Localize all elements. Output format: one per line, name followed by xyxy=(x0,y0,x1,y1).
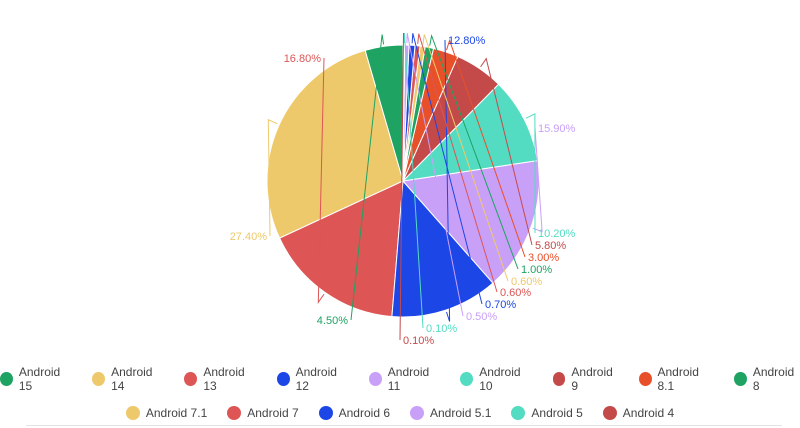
leader-line-android-10 xyxy=(525,112,536,234)
legend-item-android-14[interactable]: Android 14 xyxy=(92,365,164,393)
data-label-android-4: 0.10% xyxy=(403,335,434,347)
data-label-android-6: 0.70% xyxy=(485,299,516,311)
leader-line-android-7 xyxy=(417,33,498,293)
legend-item-android-5-1[interactable]: Android 5.1 xyxy=(410,406,491,420)
slice-android-11[interactable] xyxy=(402,160,540,284)
legend-swatch xyxy=(276,372,290,386)
leader-line-android-8 xyxy=(429,33,519,270)
data-label-android-15: 4.50% xyxy=(317,315,348,327)
legend: Android 15 Android 14 Android 13 Android 12… xyxy=(0,365,800,420)
data-label-android-9: 5.80% xyxy=(535,240,566,252)
slice-android-13[interactable] xyxy=(278,180,404,318)
legend-label: Android 8.1 xyxy=(657,365,699,393)
leader-line-android-7-1 xyxy=(422,34,509,282)
legend-swatch xyxy=(410,406,424,420)
leader-line-android-12 xyxy=(444,39,451,322)
legend-swatch xyxy=(511,406,526,420)
legend-item-android-4[interactable]: Android 4 xyxy=(602,406,675,420)
divider xyxy=(26,425,782,426)
legend-row-2: Android 7.1 Android 7 Android 6 Android 5.1… xyxy=(125,406,675,420)
legend-label: Android 11 xyxy=(387,365,430,393)
legend-swatch xyxy=(227,406,242,420)
label-leader-lines xyxy=(267,32,543,341)
slice-android-14[interactable] xyxy=(266,49,404,239)
leader-line-android-14 xyxy=(267,118,278,237)
legend-swatch xyxy=(602,406,617,420)
data-labels: 4.50% 27.40% 16.80% 12.80% 15.90% 10.20%5.80%… xyxy=(230,35,576,347)
pie-chart: 4.50% 27.40% 16.80% 12.80% 15.90% 10.20%5.80%… xyxy=(230,32,576,347)
leader-line-android-8-1 xyxy=(446,38,526,258)
data-label-android-12: 12.80% xyxy=(448,35,486,47)
data-label-android-14: 27.40% xyxy=(230,231,268,243)
legend-label: Android 5 xyxy=(531,406,583,420)
legend-swatch xyxy=(733,372,747,386)
legend-label: Android 12 xyxy=(295,365,337,393)
legend-label: Android 14 xyxy=(111,365,153,393)
legend-row-1: Android 15 Android 14 Android 13 Android 12… xyxy=(0,365,800,393)
data-label-android-5: 0.10% xyxy=(426,323,457,335)
legend-swatch xyxy=(638,372,652,386)
legend-swatch xyxy=(368,372,382,386)
legend-item-android-12[interactable]: Android 12 xyxy=(276,365,349,393)
legend-item-android-6[interactable]: Android 6 xyxy=(318,406,390,420)
data-label-android-8: 1.00% xyxy=(521,264,552,276)
legend-label: Android 13 xyxy=(203,365,245,393)
leader-line-android-6 xyxy=(411,33,483,305)
data-label-android-8-1: 3.00% xyxy=(528,252,559,264)
legend-label: Android 7.1 xyxy=(145,406,208,420)
legend-swatch xyxy=(125,406,140,420)
leader-line-android-13 xyxy=(317,57,325,305)
leader-line-android-5 xyxy=(403,32,424,329)
data-label-android-10: 10.20% xyxy=(538,228,576,240)
leader-line-android-5-1 xyxy=(406,33,464,317)
data-label-android-13: 16.80% xyxy=(284,53,322,65)
slice-android-12[interactable] xyxy=(391,179,494,318)
leader-line-android-15 xyxy=(350,34,385,321)
legend-item-android-10[interactable]: Android 10 xyxy=(460,365,532,393)
pie-slices xyxy=(266,44,540,318)
legend-item-android-11[interactable]: Android 11 xyxy=(368,365,440,393)
leader-line-android-4 xyxy=(399,32,404,341)
data-label-android-11: 15.90% xyxy=(538,123,576,135)
legend-label: Android 5.1 xyxy=(430,406,492,420)
legend-item-android-7-1[interactable]: Android 7.1 xyxy=(125,406,208,420)
legend-label: Android 9 xyxy=(571,365,613,393)
leader-line-android-11 xyxy=(532,127,543,233)
legend-swatch xyxy=(460,372,474,386)
legend-swatch xyxy=(92,372,106,386)
leader-line-android-9 xyxy=(480,57,533,246)
legend-swatch xyxy=(184,372,198,386)
legend-label: Android 8 xyxy=(752,365,795,393)
legend-item-android-9[interactable]: Android 9 xyxy=(552,365,619,393)
legend-label: Android 15 xyxy=(18,365,61,393)
legend-item-android-7[interactable]: Android 7 xyxy=(227,406,299,420)
legend-swatch xyxy=(552,372,566,386)
legend-item-android-5[interactable]: Android 5 xyxy=(511,406,583,420)
legend-swatch xyxy=(0,372,13,386)
legend-item-android-15[interactable]: Android 15 xyxy=(0,365,72,393)
legend-label: Android 4 xyxy=(622,406,675,420)
legend-item-android-13[interactable]: Android 13 xyxy=(184,365,256,393)
data-label-android-7: 0.60% xyxy=(500,287,531,299)
legend-item-android-8-1[interactable]: Android 8.1 xyxy=(638,365,714,393)
legend-item-android-8[interactable]: Android 8 xyxy=(733,365,800,393)
data-label-android-5-1: 0.50% xyxy=(466,311,497,323)
legend-label: Android 6 xyxy=(338,406,390,420)
legend-swatch xyxy=(318,406,333,420)
data-label-android-7-1: 0.60% xyxy=(511,276,542,288)
legend-label: Android 10 xyxy=(479,365,521,393)
legend-label: Android 7 xyxy=(247,406,299,420)
